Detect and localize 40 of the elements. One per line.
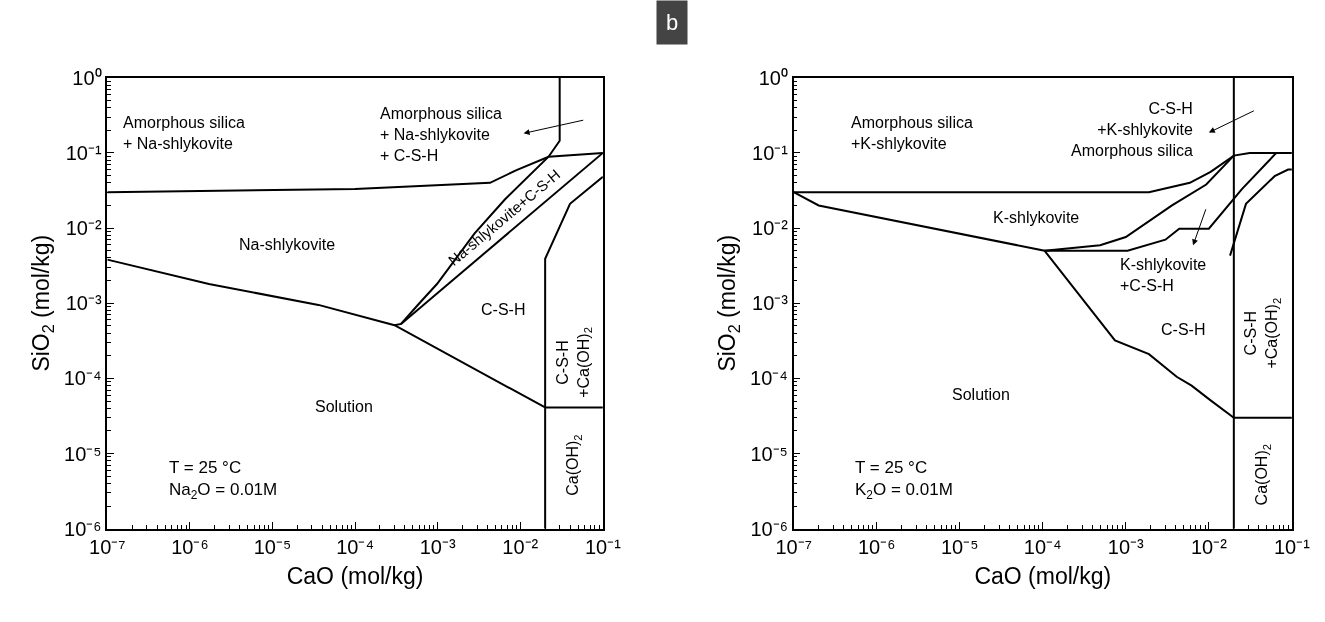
y-tick-label: 10⁻² (752, 217, 789, 240)
y-tick-label: 10⁻¹ (65, 141, 102, 164)
x-tick-label: 10⁻¹ (584, 536, 622, 559)
x-tick-label: 10⁻³ (419, 536, 456, 559)
x-tick-label: 10⁻¹ (1273, 536, 1311, 559)
annotation: C-S-H +K-shlykovite Amorphous silica (1071, 100, 1193, 159)
y-tick-label: 10⁻² (65, 217, 102, 240)
y-tick-label: 10⁻¹ (752, 141, 789, 164)
annotation: K-shlykovite (993, 209, 1080, 226)
y-tick-label: 10⁻⁴ (63, 367, 102, 390)
x-tick-label: 10⁻⁵ (940, 536, 979, 559)
x-tick-label: 10⁻⁵ (253, 536, 292, 559)
y-tick-label: 10⁰ (758, 66, 788, 89)
y-tick-label: 10⁻³ (752, 292, 789, 315)
annotation: Amorphous silica + Na-shlykovite (123, 114, 245, 152)
annotation: Na-shlykovite (239, 236, 336, 253)
x-tick-label: 10⁻⁶ (171, 536, 209, 559)
annotation: Solution (952, 386, 1010, 403)
annotation: C-S-H (481, 301, 526, 318)
annotation: K-shlykovite +C-S-H (1120, 256, 1207, 294)
y-tick-label: 10⁻⁴ (750, 367, 788, 390)
x-axis-title: CaO (mol/kg) (974, 562, 1112, 589)
y-tick-label: 10⁻⁵ (750, 442, 788, 465)
x-tick-label: 10⁻⁴ (1023, 536, 1062, 559)
x-tick-label: 10⁻⁴ (336, 536, 375, 559)
annotation: Solution (315, 398, 373, 415)
annotation: Amorphous silica +K-shlykovite (851, 114, 973, 152)
x-tick-label: 10⁻² (1190, 536, 1228, 559)
x-tick-label: 10⁻⁶ (857, 536, 896, 559)
annotation: C-S-H (1161, 321, 1206, 338)
y-tick-label: 10⁻⁵ (64, 442, 102, 465)
y-tick-label: 10⁻³ (65, 292, 102, 315)
y-tick-label: 10⁰ (72, 66, 102, 89)
annotation: T = 25 °C K$_{2}$O = 0.01M (855, 458, 953, 502)
x-tick-label: 10⁻² (502, 536, 539, 559)
annotation: T = 25 °C Na$_{2}$O = 0.01M (169, 458, 278, 502)
text: b (666, 10, 679, 35)
annotation: Amorphous silica + Na-shlykovite + C-S-H (380, 105, 502, 164)
x-tick-label: 10⁻³ (1107, 536, 1145, 559)
x-axis-title: CaO (mol/kg) (286, 562, 424, 589)
